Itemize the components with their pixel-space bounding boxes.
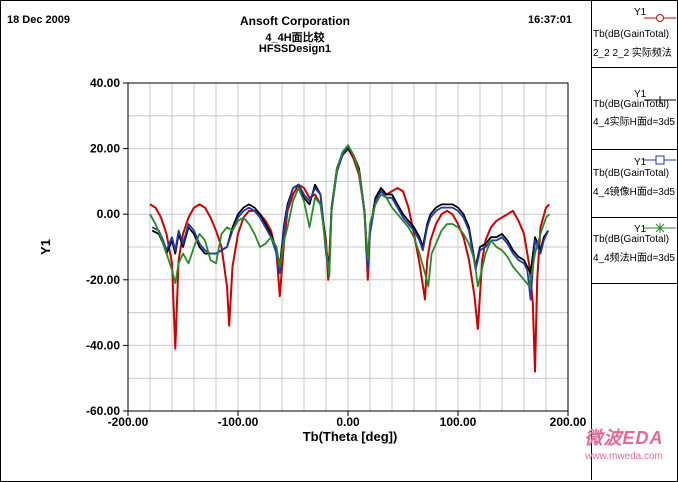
legend-divider (591, 0, 592, 480)
y-tick-label: 40.00 (90, 76, 120, 90)
legend-entry-3-label: 4_4镜像H面d=3d5 (593, 187, 675, 198)
y-axis-label: Y1 (38, 239, 53, 255)
header-design-name: HFSSDesign1 (258, 43, 332, 55)
legend-entry-2-label: 4_4实际H面d=3d5 (593, 117, 675, 128)
legend-entry-1-label: 2_2 2_2 实际频法 (593, 48, 672, 59)
x-axis-label: Tb(Theta [deg]) (303, 429, 398, 444)
header-time: 16:37:01 (528, 14, 573, 26)
chart[interactable]: 40.00 20.00 0.00 -20.00 -40.00 -60.00-200.00 -… (0, 0, 592, 482)
legend-entry-3-trace: Y1 (634, 157, 647, 168)
y-tick-label: -20.00 (86, 273, 120, 287)
y-tick-label: -60.00 (86, 404, 120, 418)
watermark: 微波EDA www.mweda.com (572, 424, 676, 462)
series-line-green (149, 144, 550, 288)
plot-title: 4_4H面比较 (265, 32, 325, 44)
legend-entry-2-expression: Tb(dB(GainTotal) (593, 99, 670, 110)
legend-entry-2[interactable]: Y1 Tb(dB(GainTotal) 4_4实际H面d=3d5 (592, 82, 678, 150)
star-marker-icon (644, 223, 676, 233)
legend-entry-1-expression: Tb(dB(GainTotal) (593, 29, 670, 40)
x-tick-label: 100.00 (440, 415, 477, 429)
legend-entry-1-trace: Y1 (634, 7, 647, 18)
legend-entry-4-expression: Tb(dB(GainTotal) (593, 234, 670, 245)
square-marker-icon (644, 155, 676, 165)
circle-marker-icon (644, 14, 676, 22)
watermark-brand: 微波EDA (584, 428, 664, 448)
x-tick-label: -200.00 (108, 415, 149, 429)
header-date: 18 Dec 2009 (7, 14, 70, 26)
plus-marker-icon (644, 96, 676, 104)
y-tick-label: 0.00 (97, 207, 121, 221)
watermark-url: www.mweda.com (585, 451, 663, 462)
y-tick-label: 20.00 (90, 142, 120, 156)
header-company: Ansoft Corporation (240, 14, 350, 28)
x-tick-label: 200.00 (550, 415, 587, 429)
legend-entry-2-trace: Y1 (634, 89, 647, 100)
x-tick-label: 0.00 (336, 415, 360, 429)
legend-entry-4[interactable]: Y1 Tb(dB(GainTotal) 4_4频法H面d=3d5 (592, 217, 678, 284)
legend-entry-3-expression: Tb(dB(GainTotal) (593, 168, 670, 179)
legend-entry-1[interactable]: Y1 Tb(dB(GainTotal) 2_2 2_2 实际频法 (592, 0, 678, 68)
legend-entry-4-trace: Y1 (634, 224, 647, 235)
x-tick-label: -100.00 (218, 415, 259, 429)
y-tick-label: -40.00 (86, 338, 120, 352)
legend-entry-3[interactable]: Y1 Tb(dB(GainTotal) 4_4镜像H面d=3d5 (592, 150, 678, 218)
legend-entry-4-label: 4_4频法H面d=3d5 (593, 253, 675, 264)
